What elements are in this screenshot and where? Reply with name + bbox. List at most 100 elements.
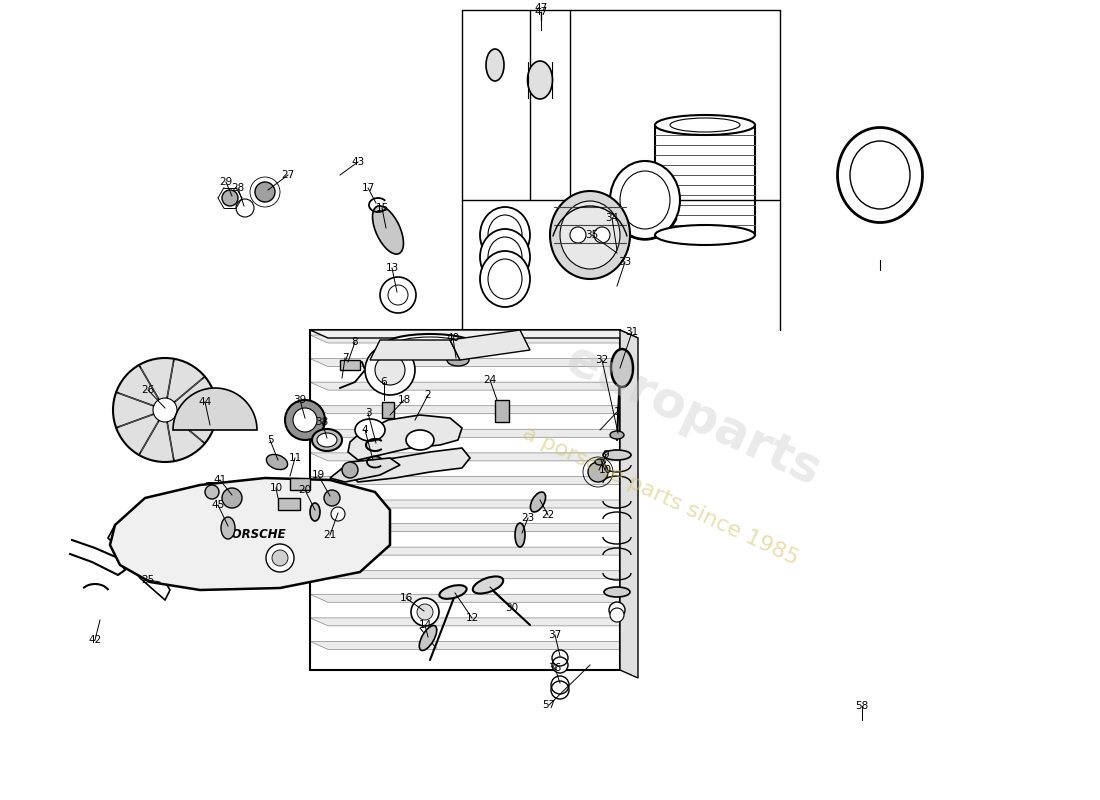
Text: 7: 7 bbox=[342, 353, 349, 363]
Text: 10: 10 bbox=[598, 465, 612, 475]
Circle shape bbox=[594, 227, 610, 243]
Circle shape bbox=[153, 398, 177, 422]
Circle shape bbox=[222, 488, 242, 508]
Text: 4: 4 bbox=[362, 425, 369, 435]
Text: 13: 13 bbox=[385, 263, 398, 273]
Text: 42: 42 bbox=[88, 635, 101, 645]
Text: 29: 29 bbox=[219, 177, 232, 187]
Text: 27: 27 bbox=[282, 170, 295, 180]
Ellipse shape bbox=[486, 49, 504, 81]
Text: 19: 19 bbox=[311, 470, 324, 480]
Text: europarts: europarts bbox=[558, 336, 828, 496]
Polygon shape bbox=[310, 382, 638, 390]
Ellipse shape bbox=[480, 251, 530, 307]
Text: PORSCHE: PORSCHE bbox=[223, 527, 286, 541]
Ellipse shape bbox=[480, 229, 530, 285]
Ellipse shape bbox=[385, 334, 475, 356]
Text: 58: 58 bbox=[856, 701, 869, 711]
Ellipse shape bbox=[488, 215, 522, 255]
Polygon shape bbox=[310, 523, 638, 531]
Text: 24: 24 bbox=[483, 375, 496, 385]
Circle shape bbox=[205, 485, 219, 499]
Text: 20: 20 bbox=[298, 485, 311, 495]
Text: 3: 3 bbox=[365, 408, 372, 418]
Circle shape bbox=[272, 550, 288, 566]
Bar bbox=[340, 360, 360, 370]
Circle shape bbox=[365, 345, 415, 395]
Ellipse shape bbox=[373, 206, 404, 254]
Ellipse shape bbox=[488, 237, 522, 277]
Polygon shape bbox=[330, 458, 400, 482]
Text: 11: 11 bbox=[288, 453, 301, 463]
Text: 14: 14 bbox=[418, 620, 431, 630]
Polygon shape bbox=[310, 358, 638, 366]
Text: 8: 8 bbox=[352, 337, 359, 347]
Circle shape bbox=[570, 227, 586, 243]
Text: 32: 32 bbox=[595, 355, 608, 365]
Bar bbox=[495, 400, 509, 422]
Ellipse shape bbox=[447, 354, 469, 366]
Polygon shape bbox=[450, 330, 530, 360]
Circle shape bbox=[342, 462, 358, 478]
Polygon shape bbox=[620, 330, 638, 678]
Circle shape bbox=[331, 507, 345, 521]
Text: 22: 22 bbox=[541, 510, 554, 520]
Wedge shape bbox=[173, 388, 257, 430]
Ellipse shape bbox=[603, 450, 631, 460]
Text: 37: 37 bbox=[549, 630, 562, 640]
Text: 47: 47 bbox=[535, 3, 548, 13]
Text: 34: 34 bbox=[605, 213, 618, 223]
Polygon shape bbox=[370, 340, 460, 360]
Text: 31: 31 bbox=[626, 327, 639, 337]
Polygon shape bbox=[310, 570, 638, 578]
Text: 45: 45 bbox=[211, 500, 224, 510]
Bar bbox=[382, 402, 394, 418]
Circle shape bbox=[411, 598, 439, 626]
Polygon shape bbox=[310, 547, 638, 555]
Ellipse shape bbox=[560, 201, 620, 269]
Text: 12: 12 bbox=[465, 613, 478, 623]
Text: 30: 30 bbox=[505, 603, 518, 613]
Ellipse shape bbox=[604, 587, 630, 597]
Text: 43: 43 bbox=[351, 157, 364, 167]
Polygon shape bbox=[310, 406, 638, 414]
Polygon shape bbox=[310, 500, 638, 508]
Ellipse shape bbox=[837, 127, 923, 222]
Ellipse shape bbox=[406, 430, 434, 450]
Ellipse shape bbox=[473, 577, 503, 594]
Text: 21: 21 bbox=[323, 530, 337, 540]
Text: 26: 26 bbox=[142, 385, 155, 395]
Text: 2: 2 bbox=[425, 390, 431, 400]
Circle shape bbox=[222, 190, 238, 206]
Text: 41: 41 bbox=[213, 475, 227, 485]
Text: 38: 38 bbox=[316, 417, 329, 427]
Text: 36: 36 bbox=[549, 663, 562, 673]
Polygon shape bbox=[310, 335, 638, 343]
Circle shape bbox=[609, 602, 625, 618]
Polygon shape bbox=[310, 430, 638, 438]
Text: 18: 18 bbox=[397, 395, 410, 405]
Polygon shape bbox=[310, 594, 638, 602]
Circle shape bbox=[588, 462, 608, 482]
Polygon shape bbox=[310, 642, 638, 650]
Ellipse shape bbox=[221, 517, 235, 539]
Text: a porsche parts since 1985: a porsche parts since 1985 bbox=[518, 423, 802, 569]
Polygon shape bbox=[110, 478, 390, 590]
Text: 33: 33 bbox=[618, 257, 631, 267]
Ellipse shape bbox=[530, 492, 546, 512]
Circle shape bbox=[285, 400, 324, 440]
Text: 5: 5 bbox=[266, 435, 273, 445]
Polygon shape bbox=[310, 477, 638, 485]
Text: 57: 57 bbox=[542, 700, 556, 710]
Ellipse shape bbox=[610, 161, 680, 239]
Bar bbox=[278, 498, 300, 510]
Circle shape bbox=[375, 355, 405, 385]
Circle shape bbox=[266, 544, 294, 572]
Ellipse shape bbox=[670, 118, 740, 132]
Ellipse shape bbox=[312, 429, 342, 451]
Text: 6: 6 bbox=[381, 377, 387, 387]
Ellipse shape bbox=[595, 459, 605, 465]
Text: 39: 39 bbox=[294, 395, 307, 405]
Ellipse shape bbox=[480, 207, 530, 263]
Ellipse shape bbox=[355, 419, 385, 441]
